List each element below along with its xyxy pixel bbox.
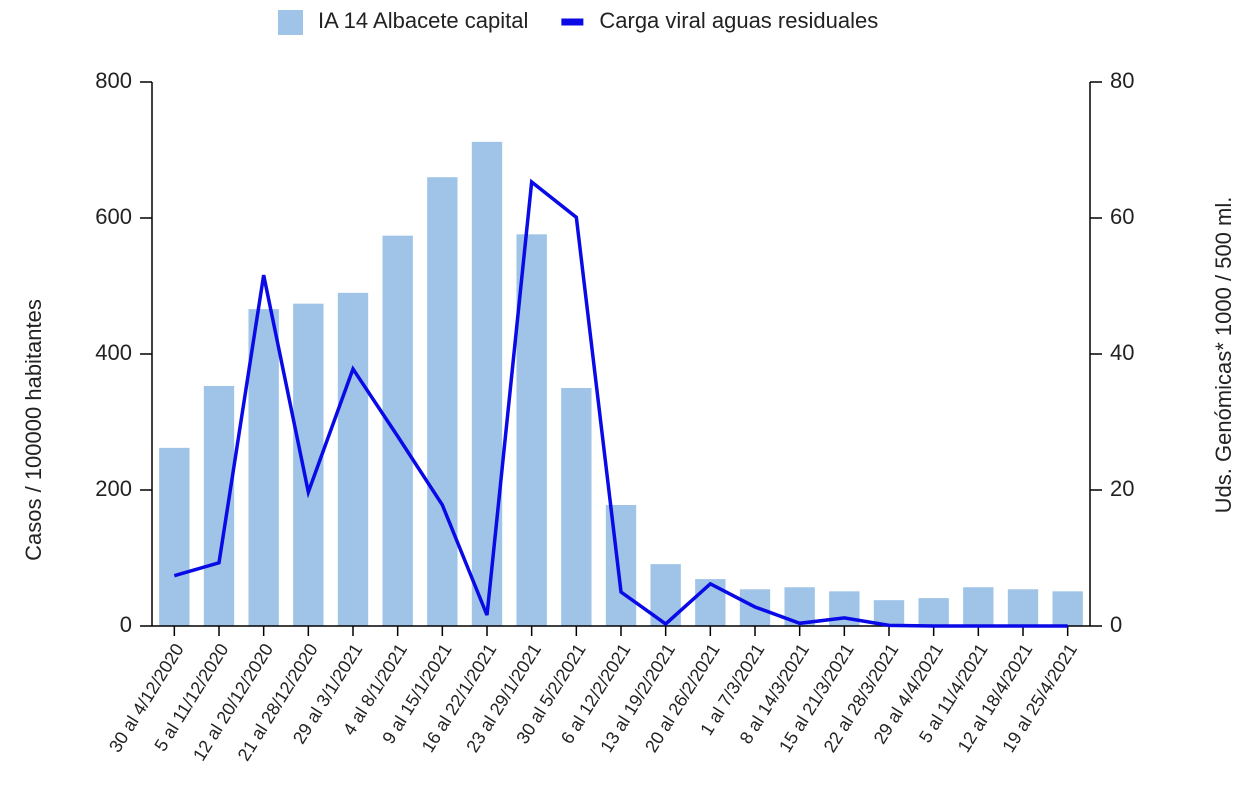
y2-axis-label: Uds. Genómicas* 1000 / 500 ml.: [1211, 197, 1236, 514]
y-tick-label: 200: [95, 476, 132, 501]
bar: [695, 579, 726, 626]
bar: [873, 600, 905, 626]
x-tick-label: 21 al 28/12/2020: [234, 640, 322, 764]
bar: [1007, 589, 1039, 626]
bar: [605, 504, 637, 626]
bar: [203, 385, 235, 626]
legend-label: Carga viral aguas residuales: [599, 8, 878, 33]
y-tick-label: 0: [120, 612, 132, 637]
bar: [427, 177, 458, 626]
bar: [471, 141, 503, 626]
x-tick-label: 12 al 20/12/2020: [189, 640, 277, 764]
y2-tick-label: 60: [1110, 204, 1134, 229]
bar: [159, 447, 190, 626]
y-tick-label: 600: [95, 204, 132, 229]
y2-tick-label: 40: [1110, 340, 1134, 365]
bar: [561, 388, 592, 626]
bar: [337, 292, 369, 626]
y2-tick-label: 20: [1110, 476, 1134, 501]
bar: [918, 598, 949, 626]
y-tick-label: 400: [95, 340, 132, 365]
line: [173, 178, 1068, 628]
bar: [382, 235, 413, 626]
y-tick-label: 800: [95, 68, 132, 93]
y-axis-label: Casos / 100000 habitantes: [21, 299, 46, 561]
y2-tick-label: 80: [1110, 68, 1134, 93]
bar: [1052, 591, 1083, 626]
y2-tick-label: 0: [1110, 612, 1122, 637]
bar: [516, 234, 547, 626]
bar: [963, 587, 994, 626]
bar: [248, 309, 279, 626]
legend-swatch: [278, 10, 303, 35]
legend-label: IA 14 Albacete capital: [318, 8, 528, 33]
